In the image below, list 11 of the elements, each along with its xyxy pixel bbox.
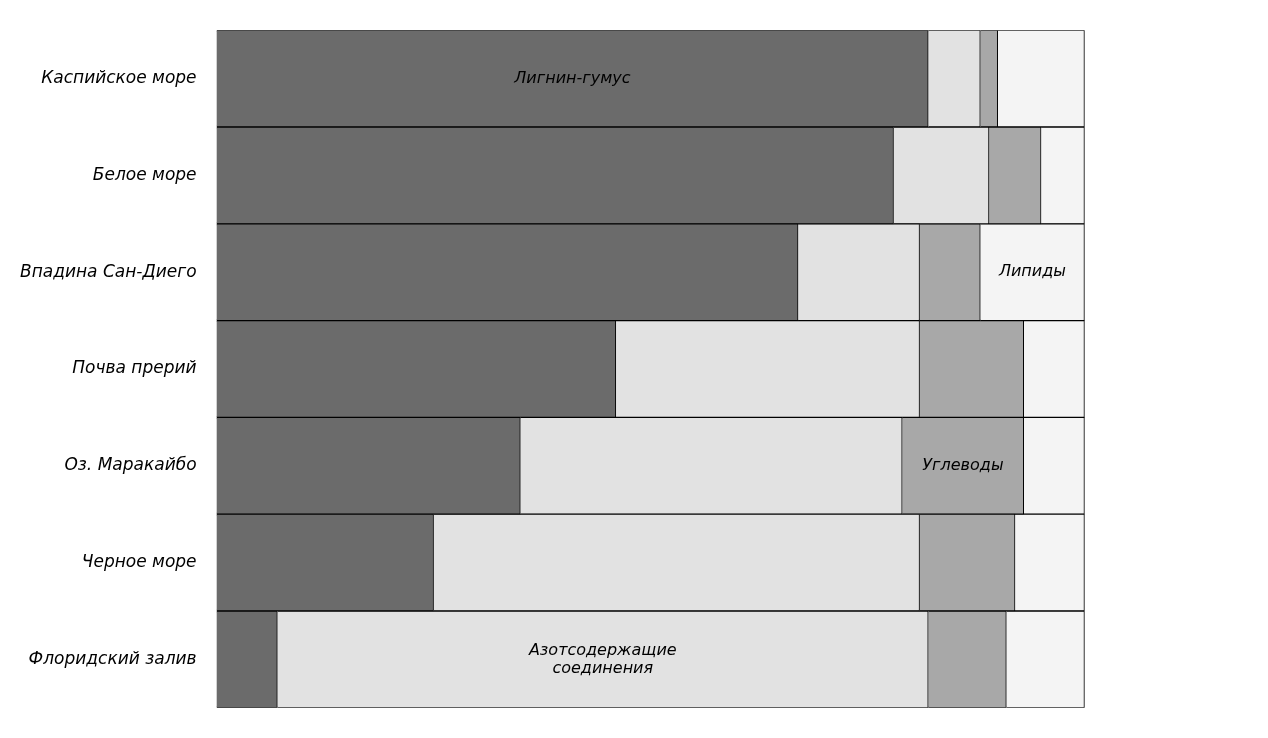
series-label: Лигнин-гумус [513, 67, 631, 87]
y-tick-label: Белое море [92, 163, 197, 184]
series-label: Углеводы [922, 454, 1004, 474]
y-tick-label: Впадина Сан-Диего [20, 260, 197, 281]
series-label: Липиды [997, 261, 1066, 281]
y-tick-label: Черное море [81, 551, 197, 572]
series-label: Азотсодержащие соединения [527, 639, 677, 677]
y-tick-label: Флоридский залив [28, 647, 197, 668]
y-tick-label: Оз. Маракайбо [64, 454, 197, 475]
y-tick-label: Каспийское море [41, 67, 197, 88]
y-tick-label: Почва прерий [72, 357, 197, 378]
